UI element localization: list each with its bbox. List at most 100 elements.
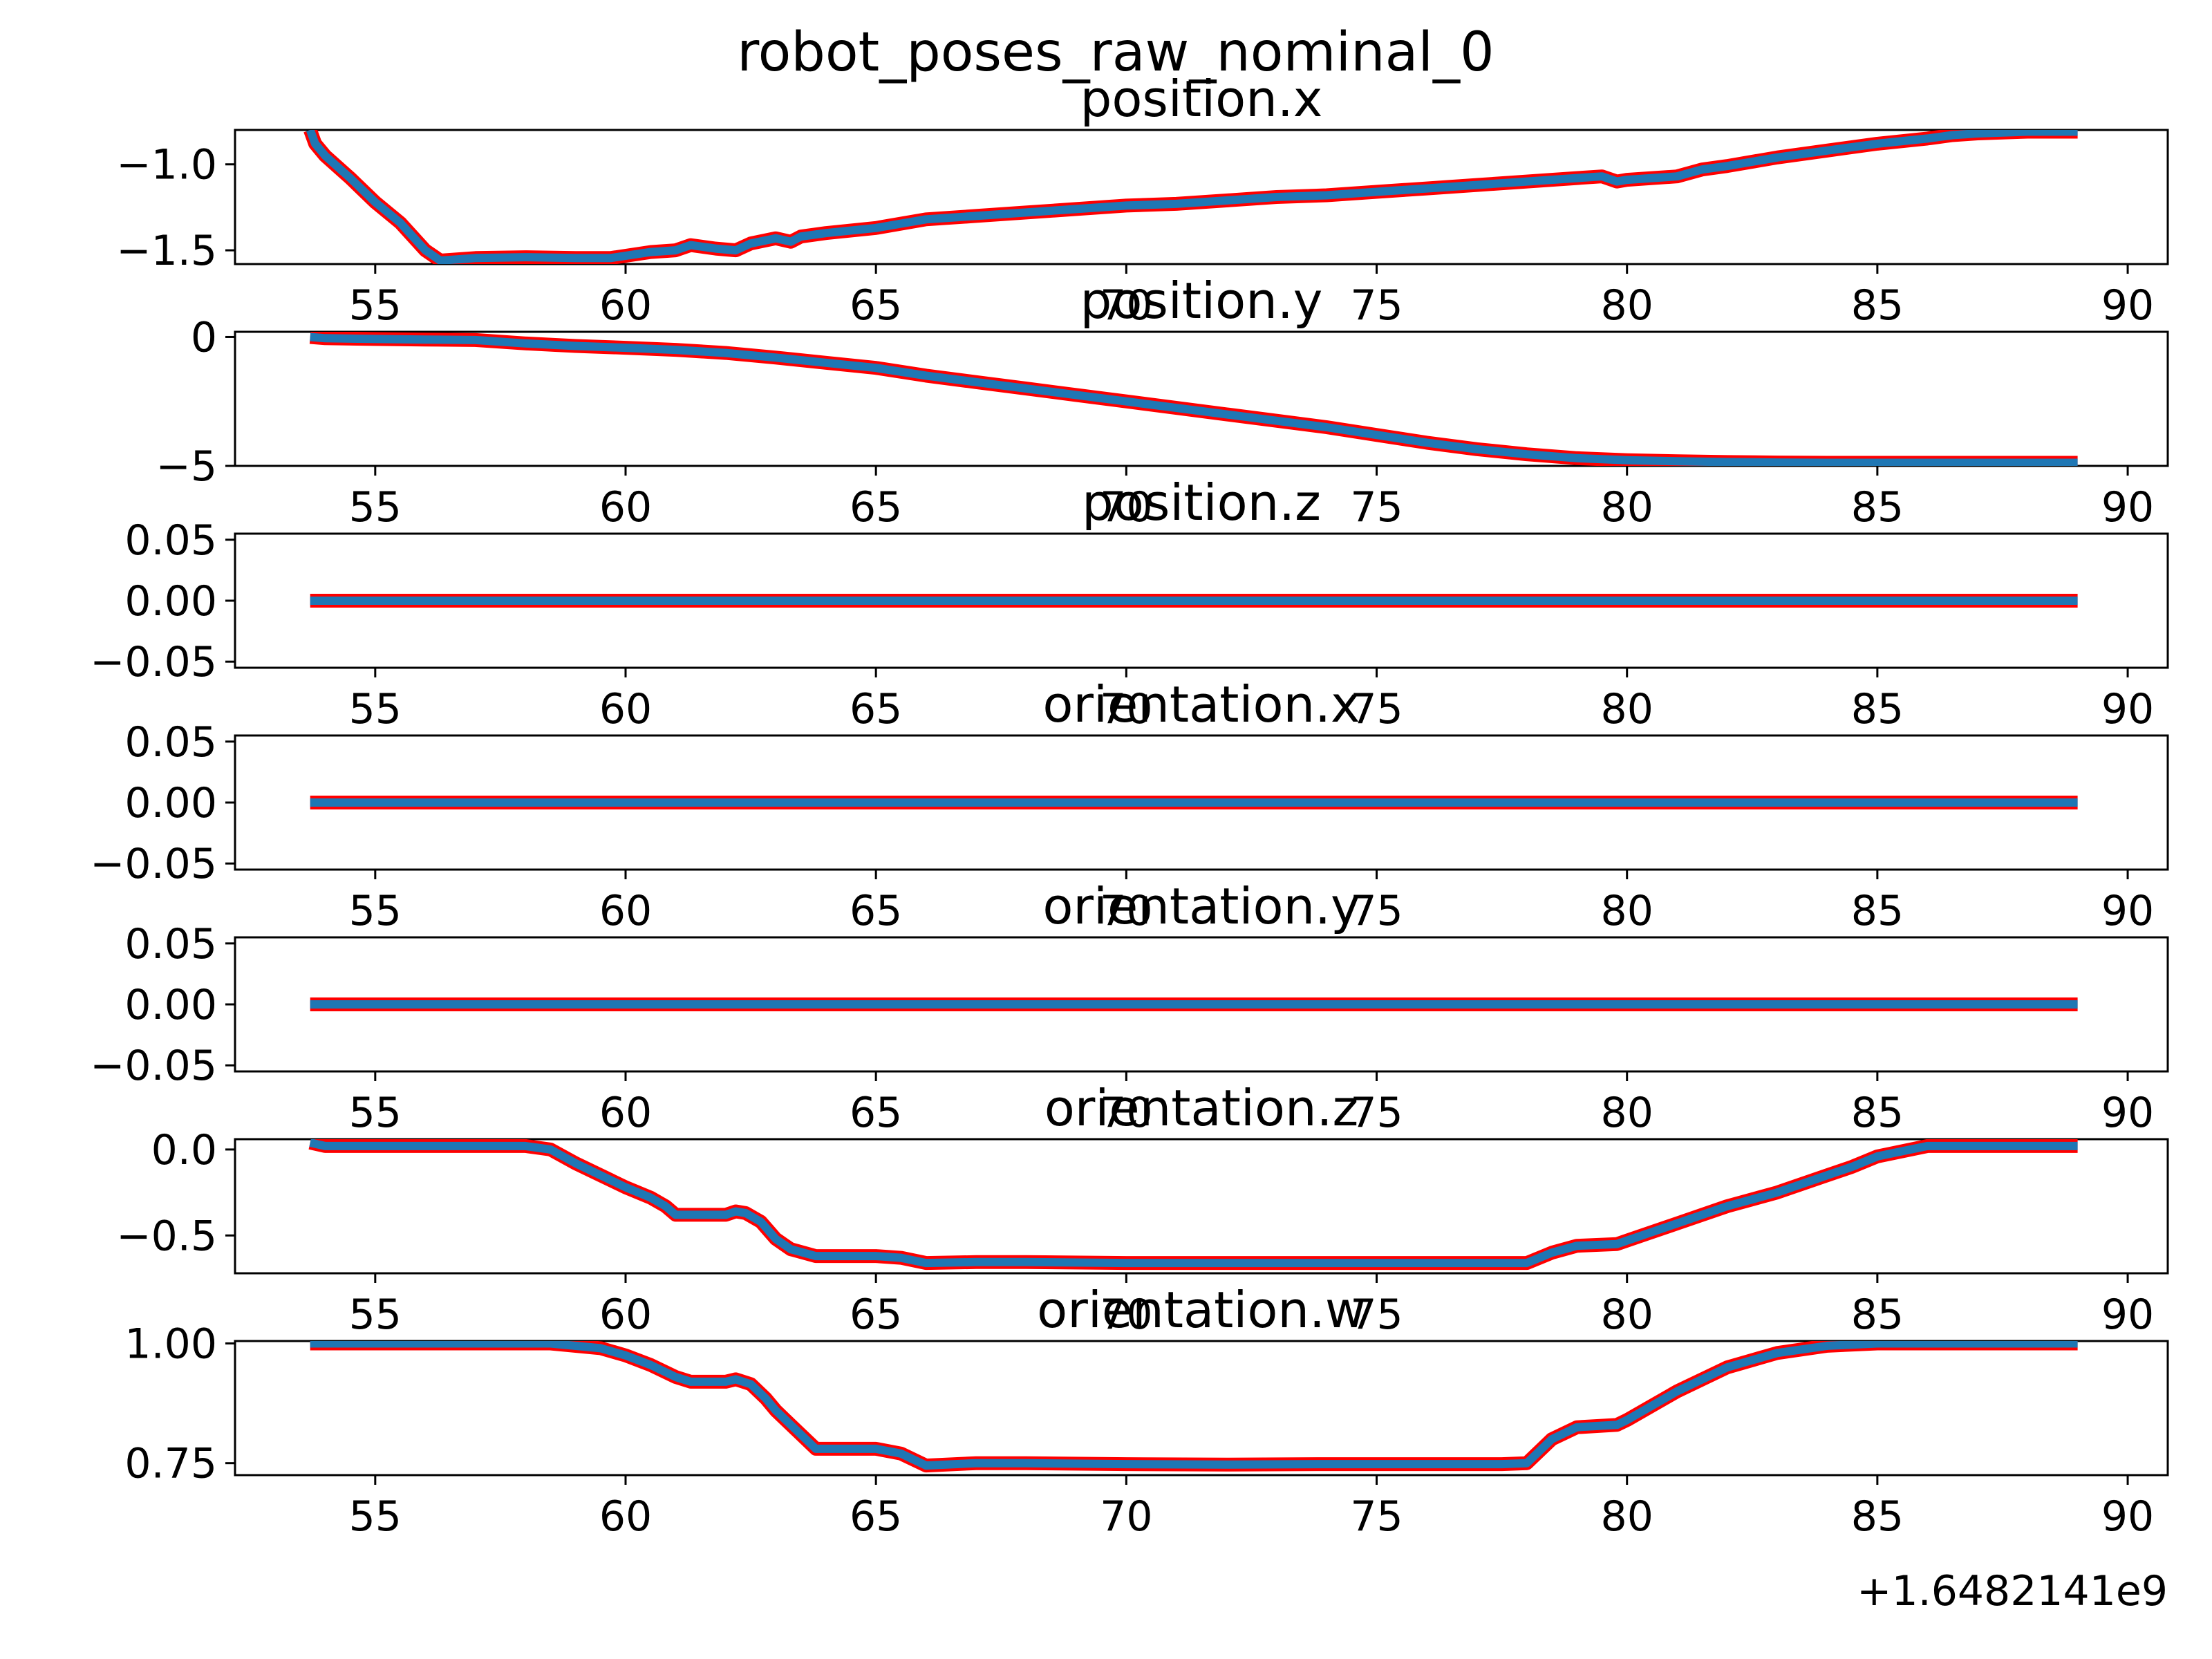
series-line	[310, 332, 2078, 466]
x-tick-label: 75	[1350, 281, 1403, 330]
x-tick-label: 55	[349, 685, 402, 733]
x-tick-label: 90	[2101, 1291, 2154, 1339]
x-tick-label: 55	[349, 281, 402, 330]
x-tick-label: 60	[599, 483, 652, 532]
x-tick-label: 70	[1100, 1492, 1152, 1541]
x-tick-label: 80	[1601, 1291, 1653, 1339]
x-tick-label: 90	[2101, 1089, 2154, 1137]
x-tick-label: 65	[850, 887, 902, 935]
subplot-title: orientation.x	[1042, 675, 1360, 733]
subplot-position-z: 55 60 65 70 75 80 85 90 0.05 0.00 −0.05 position.z	[90, 474, 2169, 733]
x-tick-label: 70	[1100, 483, 1152, 532]
x-tick-label: 70	[1100, 1089, 1152, 1137]
x-tick-label: 55	[349, 483, 402, 532]
subplot-title: position.x	[1080, 70, 1323, 128]
y-tick-label: 0.05	[124, 920, 217, 968]
x-tick-label: 80	[1601, 685, 1653, 733]
series-line	[306, 130, 2078, 264]
axes-frame	[234, 1138, 2169, 1275]
x-tick-label: 90	[2101, 281, 2154, 330]
x-tick-label: 85	[1851, 281, 1904, 330]
subplot-grid: 55 60 65 70 75 80 85 90 −1.0 −1.5 position.x 55 60 65…	[90, 70, 2169, 1541]
y-tick-label: 1.00	[124, 1320, 217, 1368]
x-tick-label: 75	[1350, 483, 1403, 532]
y-tick-label: −1.0	[116, 141, 217, 189]
x-tick-label: 75	[1350, 685, 1403, 733]
x-tick-label: 60	[599, 281, 652, 330]
series-group	[309, 332, 2078, 466]
y-tick-label: −0.05	[90, 638, 217, 686]
x-tick-label: 75	[1350, 1089, 1403, 1137]
series-line	[309, 1139, 2078, 1268]
x-tick-label: 80	[1601, 887, 1653, 935]
y-tick-label: −0.5	[116, 1212, 217, 1260]
subplot-title: position.z	[1082, 474, 1321, 532]
x-tick-label: 70	[1100, 281, 1152, 330]
axes-frame	[234, 1340, 2169, 1477]
subplot-title: orientation.z	[1044, 1079, 1359, 1137]
x-tick-label: 75	[1350, 1492, 1403, 1541]
x-tick-label: 60	[599, 685, 652, 733]
x-tick-label: 60	[599, 1089, 652, 1137]
y-tick-label: −1.5	[116, 227, 217, 275]
x-tick-label: 55	[349, 1291, 402, 1339]
subplot-orientation-x: 55 60 65 70 75 80 85 90 0.05 0.00 −0.05 orientation…	[90, 675, 2169, 935]
y-tick-label: 0.0	[151, 1126, 217, 1174]
y-tick-label: 0.00	[124, 577, 217, 626]
x-tick-label: 65	[850, 1291, 902, 1339]
x-tick-label: 55	[349, 1492, 402, 1541]
subplot-title: position.y	[1080, 272, 1323, 330]
y-tick-label: 0.00	[124, 779, 217, 827]
x-tick-label: 90	[2101, 483, 2154, 532]
x-tick-label: 60	[599, 1291, 652, 1339]
subplot-title: orientation.w	[1037, 1281, 1366, 1339]
y-tick-label: 0.75	[124, 1440, 217, 1488]
x-tick-label: 80	[1601, 281, 1653, 330]
axes-frame	[234, 129, 2169, 265]
y-tick-label: 0	[191, 313, 217, 362]
x-tick-label: 65	[850, 685, 902, 733]
x-tick-label: 90	[2101, 887, 2154, 935]
subplot-title: orientation.y	[1042, 877, 1360, 935]
x-tick-label: 60	[599, 887, 652, 935]
subplot-position-x: 55 60 65 70 75 80 85 90 −1.0 −1.5 position.x	[116, 70, 2169, 330]
y-tick-label: 0.05	[124, 718, 217, 767]
x-tick-label: 70	[1100, 887, 1152, 935]
x-tick-label: 65	[850, 281, 902, 330]
x-tick-label: 85	[1851, 685, 1904, 733]
x-offset-label: +1.6482141e9	[1857, 1567, 2168, 1615]
subplot-orientation-z: 55 60 65 70 75 80 85 90 0.0 −0.5 orientation.z	[116, 1079, 2169, 1339]
x-tick-label: 80	[1601, 483, 1653, 532]
x-tick-label: 85	[1851, 1492, 1904, 1541]
y-tick-label: 0.00	[124, 981, 217, 1029]
x-tick-label: 80	[1601, 1492, 1653, 1541]
subplot-orientation-w: 55 60 65 70 75 80 85 90 1.00 0.75 orientation.w	[124, 1281, 2169, 1541]
x-tick-label: 60	[599, 1492, 652, 1541]
x-tick-label: 70	[1100, 1291, 1152, 1339]
x-tick-label: 55	[349, 1089, 402, 1137]
series-group	[303, 130, 2078, 264]
series-group	[308, 1139, 2078, 1271]
figure-suptitle: robot_poses_raw_nominal_0	[737, 21, 1494, 84]
x-tick-label: 65	[850, 1089, 902, 1137]
x-tick-label: 85	[1851, 887, 1904, 935]
x-tick-label: 75	[1350, 887, 1403, 935]
x-tick-label: 85	[1851, 483, 1904, 532]
series-group	[310, 1341, 2078, 1473]
x-tick-label: 90	[2101, 685, 2154, 733]
x-tick-label: 55	[349, 887, 402, 935]
x-tick-label: 65	[850, 483, 902, 532]
y-tick-label: −0.05	[90, 1042, 217, 1090]
y-tick-label: −5	[156, 442, 217, 491]
x-tick-label: 70	[1100, 685, 1152, 733]
series-line	[310, 1341, 2078, 1470]
x-tick-label: 65	[850, 1492, 902, 1541]
x-tick-label: 85	[1851, 1089, 1904, 1137]
x-tick-label: 75	[1350, 1291, 1403, 1339]
subplot-orientation-y: 55 60 65 70 75 80 85 90 0.05 0.00 −0.05 orientation…	[90, 877, 2169, 1137]
x-tick-label: 80	[1601, 1089, 1653, 1137]
x-tick-label: 90	[2101, 1492, 2154, 1541]
x-tick-label: 85	[1851, 1291, 1904, 1339]
